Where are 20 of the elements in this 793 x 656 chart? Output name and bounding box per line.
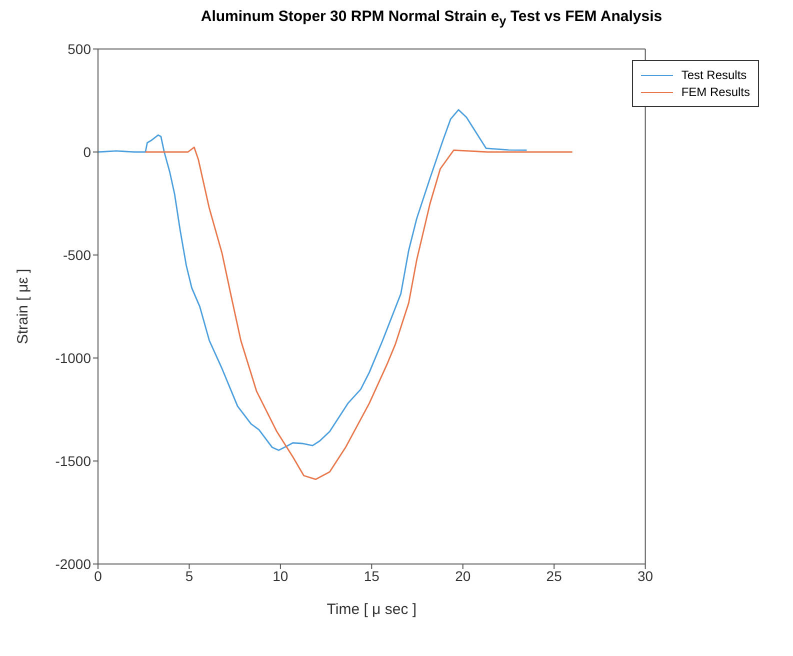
line-series xyxy=(144,146,574,480)
y-tick-label: -1000 xyxy=(55,350,92,366)
x-tick-label: 15 xyxy=(364,568,380,584)
x-tick-label: 5 xyxy=(185,568,194,584)
x-axis-title: Time [ μ sec ] xyxy=(326,601,417,618)
x-tick-label: 0 xyxy=(94,568,102,584)
line-series xyxy=(98,109,528,451)
y-tick-label: 0 xyxy=(83,144,92,160)
x-tick-label: 30 xyxy=(638,568,654,584)
x-tick-label: 20 xyxy=(455,568,471,584)
y-tick-label: 500 xyxy=(68,40,92,57)
chart-title: Aluminum Stoper 30 RPM Normal Strain e$_{y}$ Test vs FEM Analysis xyxy=(200,8,662,28)
y-tick-label: -2000 xyxy=(55,556,92,572)
y-tick-label: -500 xyxy=(62,246,92,263)
legend-label: Test Results xyxy=(681,68,747,82)
y-tick-label: -1500 xyxy=(55,452,92,469)
x-tick-label: 25 xyxy=(546,568,562,584)
x-tick-label: 10 xyxy=(272,568,288,584)
legend-label: FEM Results xyxy=(681,85,750,99)
y-axis-title: Strain [ με ] xyxy=(14,268,32,344)
